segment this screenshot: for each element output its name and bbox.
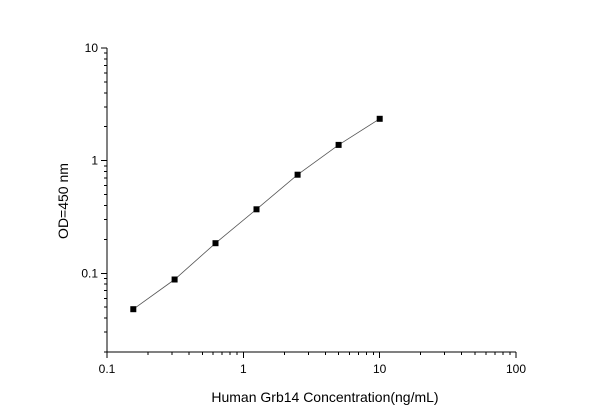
data-point — [294, 171, 301, 178]
data-point — [253, 206, 260, 213]
x-tick-label: 10 — [373, 362, 387, 376]
data-point — [130, 306, 137, 313]
data-point — [171, 276, 178, 283]
data-point — [335, 141, 342, 148]
x-tick-label: 1 — [240, 362, 247, 376]
x-tick-label: 100 — [506, 362, 526, 376]
y-tick-label: 1 — [91, 154, 98, 168]
y-tick-label: 10 — [85, 41, 99, 55]
x-tick-label: 0.1 — [99, 362, 116, 376]
data-point — [376, 115, 383, 122]
data-point — [212, 240, 219, 247]
y-tick-label: 0.1 — [81, 266, 98, 280]
axes: 0.1 1 10 100 0.1 1 10 — [81, 41, 526, 376]
y-axis-title: OD=450 nm — [55, 163, 71, 239]
data-points — [130, 115, 383, 313]
fit-curve — [133, 118, 380, 310]
fit-curve-layer — [133, 118, 380, 310]
x-axis-title: Human Grb14 Concentration(ng/mL) — [211, 389, 438, 405]
